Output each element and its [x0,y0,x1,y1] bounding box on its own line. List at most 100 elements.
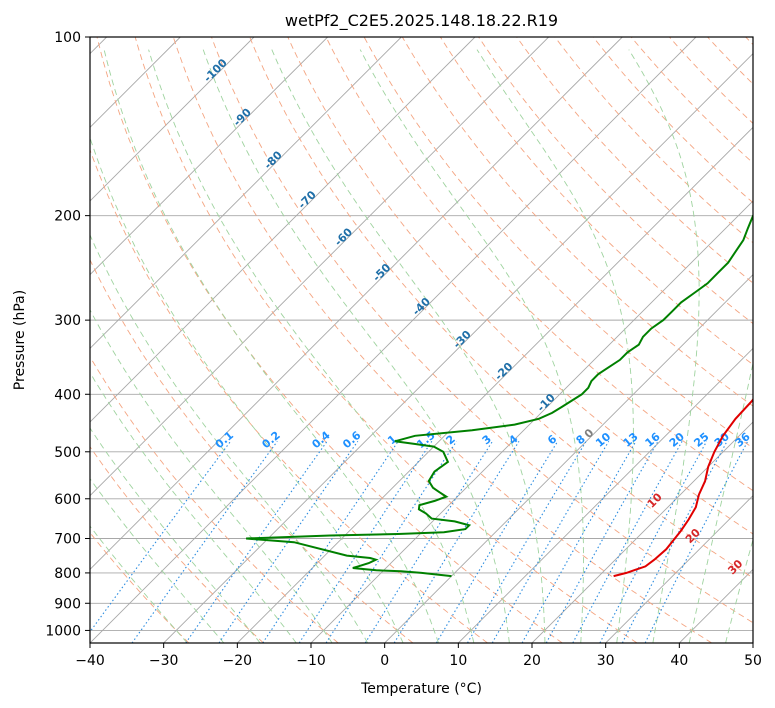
y-tick-label: 300 [54,313,81,329]
isotherm-label: -50 [370,261,393,284]
y-tick-label: 900 [54,596,81,612]
dry-adiabat-line [516,37,753,284]
x-tick-label: 10 [449,653,467,669]
y-tick-label: 200 [54,209,81,225]
dry-adiabat-line [90,258,414,643]
isotherm-line [458,347,753,643]
mixing-ratio-label: 2 [444,432,458,447]
dry-adiabat-line [90,445,264,643]
dry-adiabat-line [707,37,753,85]
dry-adiabat-label: 40 [771,585,775,605]
mixing-ratio-label: 0.1 [213,429,236,451]
dry-adiabat-line [440,37,753,366]
mixing-ratio-label: 36 [733,430,753,450]
dry-adiabat-line [211,37,753,624]
dry-adiabat-label: 30 [725,557,745,577]
moist-adiabat-line [90,233,369,643]
dry-adiabat-line [172,37,712,643]
mixing-ratio-label: 0.4 [309,428,333,451]
moist-adiabat-line [202,49,510,643]
isotherm-line [679,568,753,643]
isotherm-label: -20 [492,360,515,383]
isotherm-line [90,37,402,349]
dewpoint-profile-line [246,214,753,578]
x-tick-label: 50 [744,653,762,669]
dry-adiabat-line [325,37,753,492]
isotherm-label: -60 [332,225,355,248]
moist-adiabat-line [688,361,753,643]
isotherm-line [90,37,549,497]
x-tick-label: −20 [223,653,253,669]
dry-adiabat-line [134,37,638,643]
mixing-ratio-line [572,441,683,643]
mixing-ratio-label: 0.2 [259,429,282,451]
moist-adiabat-line [90,427,261,643]
mixing-ratio-line [491,441,610,643]
x-tick-label: 30 [597,653,615,669]
isotherm-line [605,495,753,643]
y-axis-label: Pressure (hPa) [12,290,28,390]
mixing-ratio-line [325,440,457,643]
x-tick-label: 20 [523,653,541,669]
mixing-ratio-line [262,440,399,643]
isotherm-label: -80 [262,148,285,171]
mixing-ratio-label: 10 [593,430,613,450]
mixing-ratio-line [185,440,328,643]
moist-adiabat-line [476,49,634,643]
y-tick-label: 800 [54,566,81,582]
isotherm-line [90,37,255,202]
dry-adiabat-label: 10 [645,490,665,510]
dry-adiabat-line [287,37,753,535]
dry-adiabat-line [90,355,339,643]
x-tick-label: −10 [296,653,326,669]
x-tick-label: −30 [149,653,179,669]
dry-adiabat-line [745,37,753,46]
y-tick-label: 700 [54,532,81,548]
mixing-ratio-line [131,440,278,643]
mixing-ratio-label: 3 [480,432,494,447]
moist-adiabat-line [90,136,404,643]
isotherm-line [752,642,753,643]
mixing-ratio-label: 30 [712,430,732,450]
moist-adiabat-line [725,537,753,643]
moist-adiabat-line [148,49,475,643]
y-tick-label: 400 [54,387,81,403]
moist-adiabat-line [90,308,333,643]
moist-adiabat-line [271,49,546,643]
dry-adiabat-line [669,37,753,125]
isotherm-line [90,37,328,276]
mixing-ratio-line [393,441,520,643]
mixing-ratio-line [545,441,659,643]
isotherm-line [90,37,623,570]
isotherm-line [90,37,476,423]
dry-adiabat-line [96,37,563,643]
sounding-profiles [246,214,753,578]
x-axis-label: Temperature (°C) [360,681,482,697]
mixing-ratio-line [364,441,493,643]
isotherm-line [163,53,753,643]
mixing-ratio-label: 25 [691,430,711,450]
temperature-profile-line [613,397,753,578]
isotherm-line [310,200,753,643]
moist-adiabat-line [90,477,225,643]
moist-adiabat-line [628,49,700,643]
dry-adiabat-line [592,37,753,204]
isotherm-label: -30 [451,328,474,351]
mixing-ratio-label: 20 [667,430,687,450]
background-lines [90,37,753,643]
moist-adiabat-line [90,525,188,643]
y-tick-label: 600 [54,492,81,508]
chart-title: wetPf2_C2E5.2025.148.18.22.R19 [285,11,558,31]
isotherm-line [531,421,753,643]
mixing-ratio-label: 0.6 [340,428,364,451]
mixing-ratio-line [298,440,433,643]
moist-adiabat-line [103,49,439,643]
mixing-ratio-line [644,441,749,643]
y-tick-label: 500 [54,445,81,461]
moist-adiabat-line [90,371,297,643]
mixing-ratio-line [521,441,637,643]
dry-adiabat-line [554,37,753,244]
isoline-labels: 0.1 0.2 0.4 0.6 1 1.5 2 3 4 6 8 10 13 16 20 25 30 36-100-… [201,56,775,605]
isotherm-label: -70 [296,188,319,211]
